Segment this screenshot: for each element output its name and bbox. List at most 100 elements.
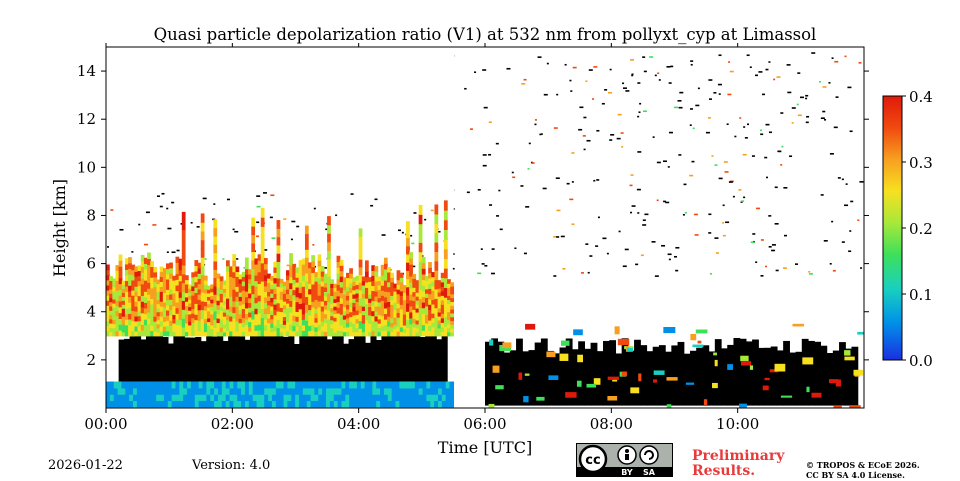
boundary-layer-cell xyxy=(175,400,180,408)
aerosol-cell xyxy=(106,269,110,276)
cloud-mask-column xyxy=(293,344,300,382)
aerosol-cell xyxy=(121,300,126,305)
aerosol-cell xyxy=(147,323,151,331)
aerosol-cell xyxy=(150,314,154,321)
aerosol-cell xyxy=(235,311,240,317)
aerosol-cell xyxy=(109,280,113,286)
aerosol-cell xyxy=(317,260,322,267)
aerosol-cell xyxy=(194,287,199,294)
aerosol-cell xyxy=(241,285,246,291)
aerosol-cell xyxy=(232,254,237,261)
aerosol-cell xyxy=(440,295,445,301)
noise-speck xyxy=(430,209,434,212)
aerosol-cell xyxy=(352,323,357,329)
aerosol-cell xyxy=(181,326,186,337)
aerosol-cell xyxy=(412,326,417,332)
aerosol-cell xyxy=(352,306,357,312)
aerosol-cell xyxy=(390,326,395,332)
aerosol-cell xyxy=(320,271,325,277)
aerosol-cell xyxy=(282,324,287,329)
aerosol-cell xyxy=(260,207,265,218)
boundary-layer-cell xyxy=(418,394,424,402)
aerosol-cell xyxy=(399,331,404,337)
aerosol-cell xyxy=(295,316,300,322)
aerosol-cell xyxy=(263,274,268,281)
aerosol-cell xyxy=(106,300,110,306)
noise-speck xyxy=(523,78,527,81)
aerosol-cell xyxy=(301,258,306,265)
aerosol-cell xyxy=(437,292,442,297)
noise-speck xyxy=(740,201,743,203)
aerosol-cell xyxy=(153,301,158,307)
boundary-layer-cell xyxy=(383,400,389,408)
aerosol-cell xyxy=(203,301,208,307)
noise-speck xyxy=(678,154,682,156)
aerosol-cell xyxy=(140,301,145,308)
boundary-layer-cell xyxy=(295,394,300,402)
aerosol-cell xyxy=(232,265,237,273)
aerosol-cell xyxy=(162,297,167,303)
aerosol-cell xyxy=(188,284,192,289)
aerosol-cell xyxy=(106,325,110,332)
aerosol-cell xyxy=(308,272,312,279)
aerosol-cell xyxy=(159,296,164,302)
cloud-mask-column xyxy=(516,338,523,406)
aerosol-cell xyxy=(402,306,407,312)
noise-speck xyxy=(480,248,483,250)
aerosol-cell xyxy=(128,318,132,326)
boundary-layer-cell xyxy=(109,387,115,395)
noise-speck xyxy=(190,221,193,224)
aerosol-cell xyxy=(263,291,268,298)
aerosol-cell xyxy=(377,327,382,333)
aerosol-cell xyxy=(352,302,357,308)
boundary-layer-cell xyxy=(156,381,161,389)
aerosol-cell xyxy=(346,331,350,337)
aerosol-cell xyxy=(156,323,161,329)
noise-speck xyxy=(657,72,660,75)
aerosol-cell xyxy=(311,312,316,320)
aerosol-cell xyxy=(333,309,338,315)
aerosol-cell xyxy=(222,308,227,313)
aerosol-cell xyxy=(184,305,189,311)
aerosol-cell xyxy=(314,276,319,282)
aerosol-cell xyxy=(339,286,344,293)
boundary-layer-cell xyxy=(210,400,215,408)
noise-speck xyxy=(771,249,776,252)
aerosol-cell xyxy=(339,281,344,288)
noise-speck xyxy=(837,177,841,179)
aerosol-cell xyxy=(387,311,391,317)
cc-license-badge[interactable]: cc BY SA xyxy=(576,443,673,477)
aerosol-cell xyxy=(194,292,199,299)
aerosol-cell xyxy=(134,271,139,277)
aerosol-cell xyxy=(317,277,322,285)
aerosol-cell xyxy=(762,385,769,391)
aerosol-cell xyxy=(191,331,196,337)
cloud-mask-column xyxy=(337,333,344,382)
boundary-layer-cell xyxy=(148,400,153,408)
aerosol-cell xyxy=(440,281,445,287)
aerosol-cell xyxy=(349,316,353,322)
aerosol-cell xyxy=(304,280,309,290)
boundary-layer-cell xyxy=(244,387,250,395)
aerosol-cell xyxy=(282,328,287,333)
aerosol-cell xyxy=(203,297,208,303)
aerosol-cell xyxy=(191,313,196,319)
aerosol-cell xyxy=(153,291,158,298)
cloud-mask-column xyxy=(770,346,778,406)
boundary-layer-cell xyxy=(198,394,204,402)
aerosol-cell xyxy=(150,261,154,268)
aerosol-cell xyxy=(159,276,164,282)
aerosol-cell xyxy=(244,279,249,287)
aerosol-cell xyxy=(235,291,240,297)
cloud-mask-column xyxy=(814,341,822,406)
aerosol-cell xyxy=(244,330,249,337)
aerosol-cell xyxy=(327,233,331,243)
preliminary-results-note: Preliminary Results. xyxy=(692,449,784,479)
aerosol-cell xyxy=(377,280,382,286)
aerosol-cell xyxy=(241,303,246,310)
aerosol-cell xyxy=(320,315,325,322)
noise-speck xyxy=(718,93,721,95)
aerosol-cell xyxy=(172,322,177,328)
noise-speck xyxy=(806,115,810,118)
aerosol-cell xyxy=(374,295,379,302)
